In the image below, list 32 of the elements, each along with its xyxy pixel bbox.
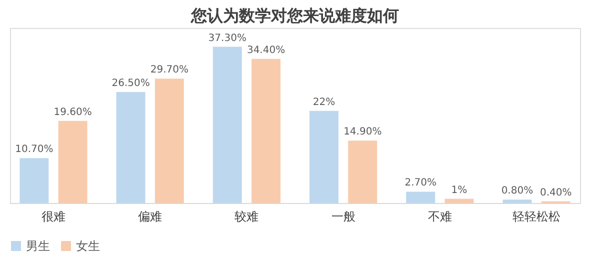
x-tick-label: 偏难 bbox=[138, 210, 162, 224]
bar bbox=[212, 46, 242, 203]
bar bbox=[116, 92, 146, 203]
data-label: 10.70% bbox=[15, 144, 54, 156]
data-label: 34.40% bbox=[246, 44, 286, 56]
data-label: 0.80% bbox=[501, 186, 534, 197]
x-tick-label: 一般 bbox=[331, 210, 356, 224]
x-tick-label: 较难 bbox=[234, 210, 259, 224]
bar bbox=[309, 110, 338, 203]
bar bbox=[58, 120, 88, 203]
data-label: 1% bbox=[451, 184, 468, 196]
bar bbox=[154, 78, 184, 203]
bar bbox=[20, 158, 49, 203]
data-label: 29.70% bbox=[150, 64, 188, 76]
data-label: 2.70% bbox=[404, 178, 436, 189]
bar bbox=[348, 140, 378, 203]
data-label: 26.50% bbox=[112, 78, 150, 89]
data-label: 37.30% bbox=[208, 32, 246, 44]
legend-label: 男生 bbox=[26, 239, 50, 253]
bar bbox=[444, 198, 474, 203]
data-label: 14.90% bbox=[344, 126, 382, 138]
bar bbox=[252, 58, 281, 203]
data-label: 19.60% bbox=[54, 106, 92, 118]
x-tick-label: 轻轻松松 bbox=[512, 210, 561, 224]
data-label: 22% bbox=[312, 96, 336, 108]
bar bbox=[502, 200, 532, 203]
bar bbox=[406, 192, 436, 203]
data-label: 0.40% bbox=[540, 187, 572, 198]
legend-label: 女生 bbox=[76, 239, 100, 253]
x-tick-label: 很难 bbox=[41, 210, 66, 224]
x-tick-label: 不难 bbox=[428, 210, 452, 224]
chart-title: 您认为数学对您来说难度如何 bbox=[190, 6, 399, 25]
